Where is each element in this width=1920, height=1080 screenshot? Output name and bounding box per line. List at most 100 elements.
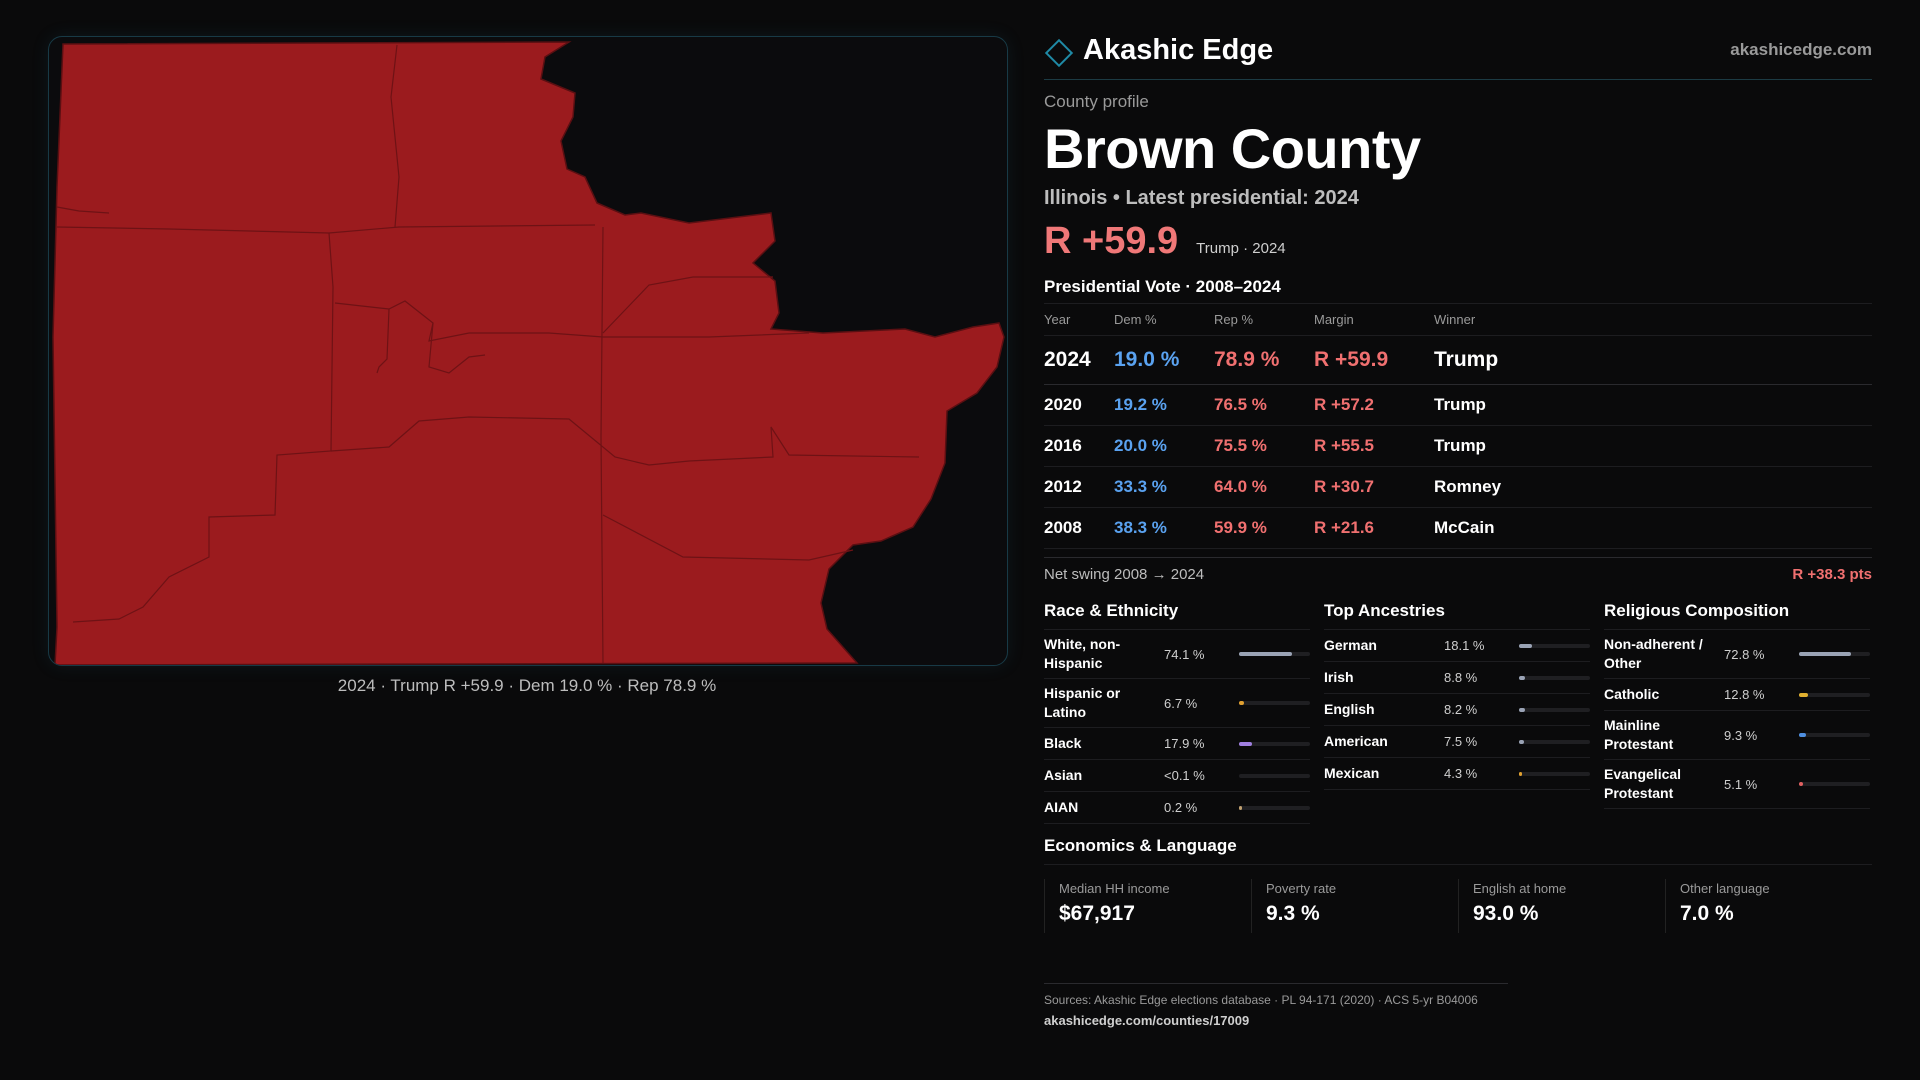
- col-margin: Margin: [1314, 303, 1434, 336]
- col-dem: Dem %: [1114, 303, 1214, 336]
- ancestry-title: Top Ancestries: [1324, 601, 1590, 630]
- county-profile-panel: Akashic Edge akashicedge.com County prof…: [1044, 30, 1872, 1028]
- col-rep: Rep %: [1214, 303, 1314, 336]
- race-bar-track: [1239, 741, 1310, 746]
- religion-bar-fill: [1799, 692, 1809, 697]
- ancestry-name: English: [1324, 701, 1375, 717]
- ancestry-value: 4.3 %: [1444, 766, 1478, 781]
- ancestry-row: German 18.1 %: [1324, 630, 1590, 662]
- township-boundaries: [56, 44, 920, 664]
- race-bar-fill: [1239, 741, 1252, 746]
- ancestry-value: 8.2 %: [1444, 702, 1478, 717]
- race-value: 17.9 %: [1164, 736, 1205, 751]
- race-row: Black 17.9 %: [1044, 728, 1310, 760]
- vote-winner: Romney: [1434, 466, 1872, 508]
- vote-year: 2016: [1044, 425, 1114, 467]
- religion-name: Catholic: [1604, 686, 1660, 702]
- religion-row: Mainline Protestant 9.3 %: [1604, 711, 1870, 760]
- vote-dem: 33.3 %: [1114, 466, 1214, 508]
- religion-bar-track: [1799, 692, 1870, 697]
- brand-url[interactable]: akashicedge.com: [1730, 40, 1872, 59]
- economics-title: Economics & Language: [1044, 836, 1872, 865]
- race-row: Hispanic or Latino 6.7 %: [1044, 679, 1310, 728]
- race-value: <0.1 %: [1164, 768, 1205, 783]
- race-name: Hispanic or Latino: [1044, 685, 1121, 720]
- econ-cell-income: Median HH income $67,917: [1044, 879, 1251, 933]
- ancestry-bar-track: [1519, 643, 1590, 648]
- vote-year: 2020: [1044, 384, 1114, 426]
- ancestry-name: German: [1324, 637, 1377, 653]
- net-swing-value: R +38.3 pts: [1792, 566, 1872, 583]
- ancestry-row: Mexican 4.3 %: [1324, 758, 1590, 790]
- race-row: Asian <0.1 %: [1044, 760, 1310, 792]
- ancestry-bar-track: [1519, 675, 1590, 680]
- vote-dem: 19.2 %: [1114, 384, 1214, 426]
- religion-section: Religious Composition Non-adherent / Oth…: [1604, 601, 1870, 824]
- headline-note: Trump · 2024: [1196, 240, 1286, 257]
- map-caption: 2024 · Trump R +59.9 · Dem 19.0 % · Rep …: [337, 676, 717, 695]
- headline-result: R +59.9 Trump · 2024: [1044, 220, 1872, 263]
- econ-cell-poverty: Poverty rate 9.3 %: [1251, 879, 1458, 933]
- race-bar-fill: [1239, 652, 1292, 656]
- religion-name: Mainline Protestant: [1604, 717, 1674, 752]
- race-bar-track: [1239, 805, 1310, 810]
- race-bar-track: [1239, 773, 1310, 778]
- race-name: Black: [1044, 735, 1082, 751]
- race-title: Race & Ethnicity: [1044, 601, 1310, 630]
- econ-cell-other-language: Other language 7.0 %: [1665, 879, 1872, 933]
- ancestry-section: Top Ancestries German 18.1 % Irish 8.8 % Eng…: [1324, 601, 1590, 824]
- vote-rep: 78.9 %: [1214, 335, 1314, 385]
- econ-value: 9.3 %: [1266, 902, 1320, 925]
- ancestry-bar-track: [1519, 739, 1590, 744]
- religion-bar-track: [1799, 782, 1870, 786]
- vote-margin: R +59.9: [1314, 335, 1434, 385]
- race-bar-fill: [1239, 701, 1244, 705]
- vote-section-title: Presidential Vote · 2008–2024: [1044, 277, 1281, 296]
- ancestry-value: 7.5 %: [1444, 734, 1478, 749]
- vote-rep: 75.5 %: [1214, 425, 1314, 467]
- race-row: White, non-Hispanic 74.1 %: [1044, 630, 1310, 679]
- religion-name: Evangelical Protestant: [1604, 766, 1682, 801]
- vote-row: 2016 20.0 % 75.5 % R +55.5 Trump: [1044, 425, 1872, 467]
- county-url[interactable]: akashicedge.com/counties/17009: [1044, 1013, 1250, 1028]
- col-year: Year: [1044, 303, 1114, 336]
- religion-row: Non-adherent / Other 72.8 %: [1604, 630, 1870, 679]
- ancestry-bar-track: [1519, 707, 1590, 712]
- ancestry-bar-fill: [1519, 643, 1532, 648]
- ancestry-row: Irish 8.8 %: [1324, 662, 1590, 694]
- race-value: 74.1 %: [1164, 646, 1205, 662]
- vote-row: 2020 19.2 % 76.5 % R +57.2 Trump: [1044, 384, 1872, 426]
- net-swing: Net swing 2008 → 2024 R +38.3 pts: [1044, 557, 1872, 583]
- ancestry-bar-fill: [1519, 675, 1526, 680]
- vote-winner: Trump: [1434, 384, 1872, 426]
- page-subtitle: Illinois • Latest presidential: 2024: [1044, 187, 1359, 209]
- ancestry-value: 8.8 %: [1444, 670, 1478, 685]
- vote-table: Year Dem % Rep % Margin Winner 2024 19.0…: [1044, 303, 1872, 549]
- demographics-grid: Race & Ethnicity White, non-Hispanic 74.1…: [1044, 601, 1872, 824]
- econ-label: English at home: [1473, 881, 1567, 896]
- sources-text: Sources: Akashic Edge elections database…: [1044, 993, 1478, 1007]
- race-value: 0.2 %: [1164, 800, 1198, 815]
- vote-year: 2024: [1044, 335, 1114, 385]
- race-name: Asian: [1044, 767, 1083, 783]
- vote-margin: R +55.5: [1314, 425, 1434, 467]
- net-swing-label: Net swing 2008 → 2024: [1044, 566, 1205, 583]
- header-divider: [1044, 79, 1872, 80]
- ancestry-value: 18.1 %: [1444, 638, 1485, 653]
- ancestry-name: American: [1324, 733, 1388, 749]
- vote-dem: 19.0 %: [1114, 335, 1214, 385]
- vote-winner: Trump: [1434, 425, 1872, 467]
- vote-margin: R +57.2: [1314, 384, 1434, 426]
- religion-value: 72.8 %: [1724, 646, 1765, 662]
- religion-bar-track: [1799, 733, 1870, 737]
- econ-value: 93.0 %: [1473, 902, 1539, 925]
- vote-year: 2008: [1044, 507, 1114, 549]
- econ-value: $67,917: [1059, 902, 1135, 925]
- religion-value: 9.3 %: [1724, 727, 1758, 743]
- ancestry-row: English 8.2 %: [1324, 694, 1590, 726]
- vote-row: 2012 33.3 % 64.0 % R +30.7 Romney: [1044, 466, 1872, 508]
- vote-rep: 59.9 %: [1214, 507, 1314, 549]
- vote-dem: 38.3 %: [1114, 507, 1214, 549]
- religion-row: Evangelical Protestant 5.1 %: [1604, 760, 1870, 809]
- econ-value: 7.0 %: [1680, 902, 1734, 925]
